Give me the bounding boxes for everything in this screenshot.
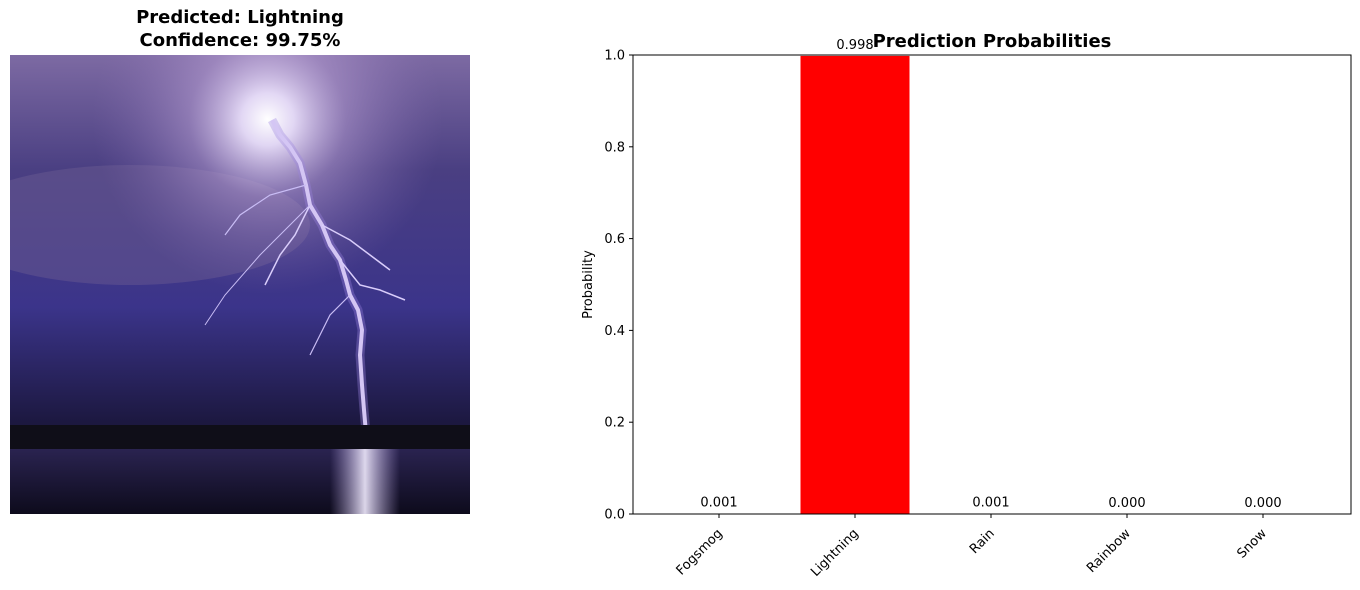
y-axis-label: Probability bbox=[581, 250, 596, 319]
x-tick-label-rain: Rain bbox=[967, 526, 998, 557]
plot-frame bbox=[632, 54, 1352, 515]
value-label-rainbow: 0.000 bbox=[1108, 496, 1145, 511]
x-tick-label-lightning: Lightning bbox=[808, 526, 862, 580]
y-tick-label: 0.2 bbox=[604, 416, 625, 431]
y-tick-label: 0.0 bbox=[604, 508, 625, 523]
y-tick-label: 0.6 bbox=[604, 232, 625, 247]
x-tick-label-rainbow: Rainbow bbox=[1084, 526, 1134, 576]
image-title: Predicted: Lightning Confidence: 99.75% bbox=[10, 6, 470, 52]
x-tick-label-fogsmog: Fogsmog bbox=[674, 526, 726, 578]
bar-lightning bbox=[800, 55, 910, 514]
x-tick-label-snow: Snow bbox=[1234, 526, 1270, 562]
y-tick-label: 1.0 bbox=[604, 49, 625, 64]
lightning-photo bbox=[10, 55, 470, 514]
value-label-fogsmog: 0.001 bbox=[700, 496, 737, 511]
value-label-lightning: 0.998 bbox=[836, 38, 873, 53]
predicted-label: Predicted: Lightning bbox=[136, 7, 344, 28]
value-label-rain: 0.001 bbox=[972, 496, 1009, 511]
confidence-label: Confidence: 99.75% bbox=[139, 30, 341, 51]
y-tick-label: 0.8 bbox=[604, 140, 625, 155]
y-tick-label: 0.4 bbox=[604, 324, 625, 339]
value-label-snow: 0.000 bbox=[1244, 496, 1281, 511]
chart-title: Prediction Probabilities bbox=[873, 31, 1112, 52]
